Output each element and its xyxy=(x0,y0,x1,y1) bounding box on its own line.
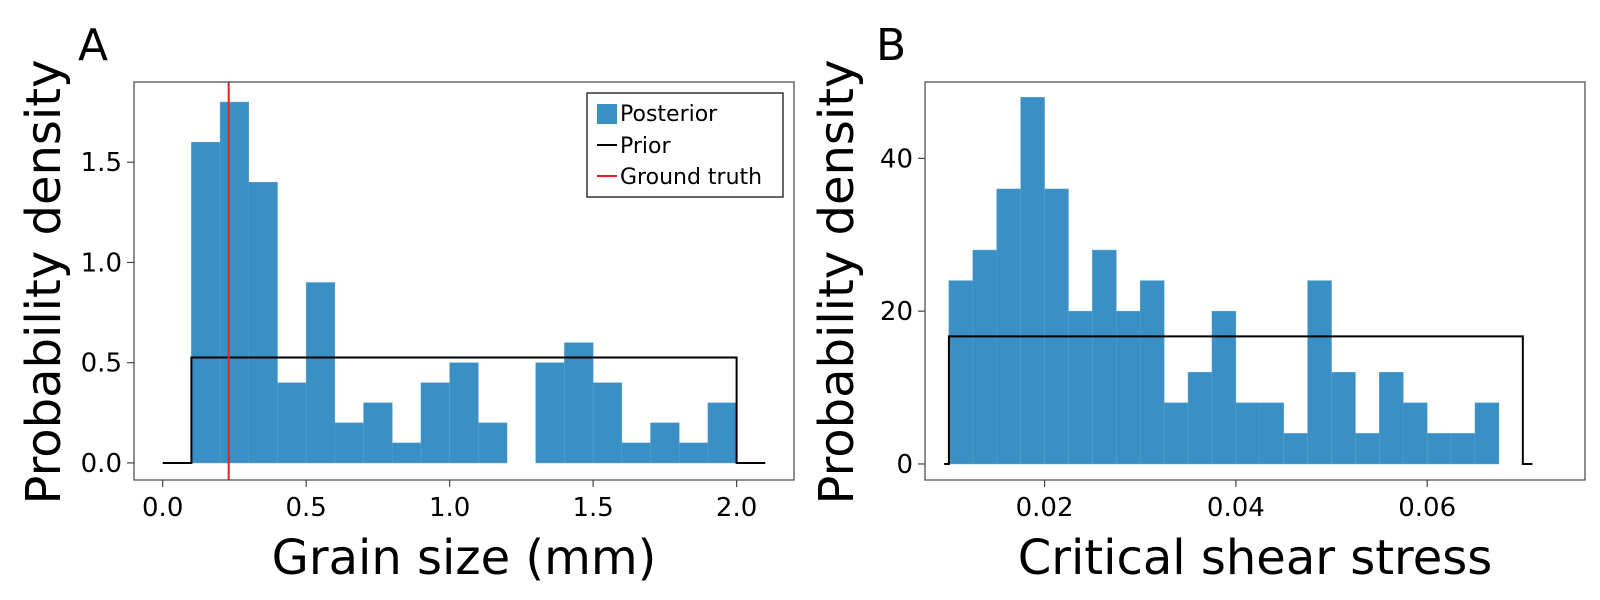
legend-box xyxy=(586,92,784,198)
y-tick-label: 0.5 xyxy=(81,349,122,379)
histogram-bar xyxy=(1235,402,1261,465)
histogram-bar xyxy=(191,141,221,464)
histogram-bar xyxy=(678,442,709,464)
histogram-bar xyxy=(650,422,680,464)
panel-label-b: B xyxy=(876,20,906,71)
histogram-bar xyxy=(1163,402,1189,465)
histogram-bar xyxy=(592,382,623,464)
histogram-bar xyxy=(449,362,479,464)
histogram-bar xyxy=(1307,280,1332,465)
histogram-bar xyxy=(1259,402,1284,465)
panel-b: B 0.02 0.04 0.06 0 20 40 Critical shear stre… xyxy=(809,20,1586,586)
histogram-bar xyxy=(1331,372,1356,465)
histogram-bar xyxy=(248,182,278,464)
x-axis-title: Critical shear stress xyxy=(1018,530,1493,586)
histogram-bar xyxy=(478,422,508,464)
x-tick-label: 1.0 xyxy=(429,493,470,523)
histogram-bar xyxy=(1068,310,1093,465)
histogram-bar xyxy=(1355,433,1380,465)
y-tick-label: 20 xyxy=(880,297,913,327)
x-tick-label: 0.5 xyxy=(285,493,326,523)
prior-line xyxy=(162,356,766,464)
x-tick-label: 0.02 xyxy=(1016,493,1074,523)
y-axis-ticks: 0.0 0.5 1.0 1.5 xyxy=(81,148,134,479)
histogram-bar xyxy=(1403,402,1428,465)
plot-frame-a xyxy=(133,81,795,481)
histogram-bar xyxy=(621,442,651,464)
histogram-bar xyxy=(305,282,336,464)
x-tick-label: 2.0 xyxy=(716,493,757,523)
x-tick-label: 1.5 xyxy=(572,493,613,523)
histogram-bar xyxy=(334,422,364,464)
histogram-bar xyxy=(1020,97,1045,465)
x-tick-label: 0.04 xyxy=(1207,493,1265,523)
panel-a: A 0.0 0.5 1.0 1.5 2.0 0.0 0.5 1.0 1.5 Grain siz… xyxy=(16,20,795,586)
histogram-bar xyxy=(1474,402,1500,465)
histogram-bar xyxy=(564,342,594,464)
x-tick-label: 0.0 xyxy=(142,493,183,523)
panel-label-a: A xyxy=(78,20,108,71)
legend-label-prior: Prior xyxy=(620,134,671,159)
posterior-histogram xyxy=(948,97,1500,465)
y-tick-label: 0.0 xyxy=(81,449,122,479)
plot-frame-b xyxy=(924,81,1586,481)
histogram-bar xyxy=(1092,249,1117,465)
histogram-bar xyxy=(363,402,393,464)
y-tick-label: 1.0 xyxy=(81,248,122,278)
histogram-bar xyxy=(277,382,307,464)
histogram-bar xyxy=(1426,433,1452,465)
legend-label-ground-truth: Ground truth xyxy=(620,165,762,190)
histogram-bar xyxy=(972,249,997,465)
histogram-bar xyxy=(948,280,974,465)
y-axis-ticks: 0 20 40 xyxy=(880,144,925,480)
legend-label-posterior: Posterior xyxy=(620,102,718,127)
x-axis-ticks: 0.0 0.5 1.0 1.5 2.0 xyxy=(142,480,757,523)
histogram-bar xyxy=(1450,433,1476,465)
histogram-bar xyxy=(996,188,1021,465)
x-axis-title: Grain size (mm) xyxy=(272,530,657,586)
y-tick-label: 1.5 xyxy=(81,148,122,178)
histogram-bar xyxy=(1211,310,1237,465)
legend-swatch-posterior xyxy=(597,104,617,124)
y-axis-title: Probability density xyxy=(809,60,865,505)
histogram-bar xyxy=(1044,188,1069,465)
histogram-bar xyxy=(1116,310,1141,465)
histogram-bar xyxy=(219,101,250,464)
y-tick-label: 0 xyxy=(896,450,913,480)
prior-line xyxy=(944,335,1533,465)
y-axis-title: Probability density xyxy=(16,60,72,505)
histogram-bar xyxy=(392,442,422,464)
y-tick-label: 40 xyxy=(880,144,913,174)
x-axis-ticks: 0.02 0.04 0.06 xyxy=(1016,480,1456,523)
legend: Posterior Prior Ground truth xyxy=(586,92,784,198)
x-tick-label: 0.06 xyxy=(1398,493,1456,523)
histogram-bar xyxy=(1187,372,1213,465)
histogram-bar xyxy=(420,382,450,464)
histogram-bar xyxy=(1379,372,1404,465)
legend-entry-ground-truth: Ground truth xyxy=(597,165,762,190)
histogram-bar xyxy=(535,362,565,464)
histogram-bar xyxy=(1139,280,1165,465)
legend-entry-prior: Prior xyxy=(597,134,671,159)
histogram-bar xyxy=(707,402,737,464)
legend-entry-posterior: Posterior xyxy=(597,102,718,127)
histogram-bar xyxy=(1283,433,1308,465)
posterior-histogram xyxy=(191,101,737,464)
